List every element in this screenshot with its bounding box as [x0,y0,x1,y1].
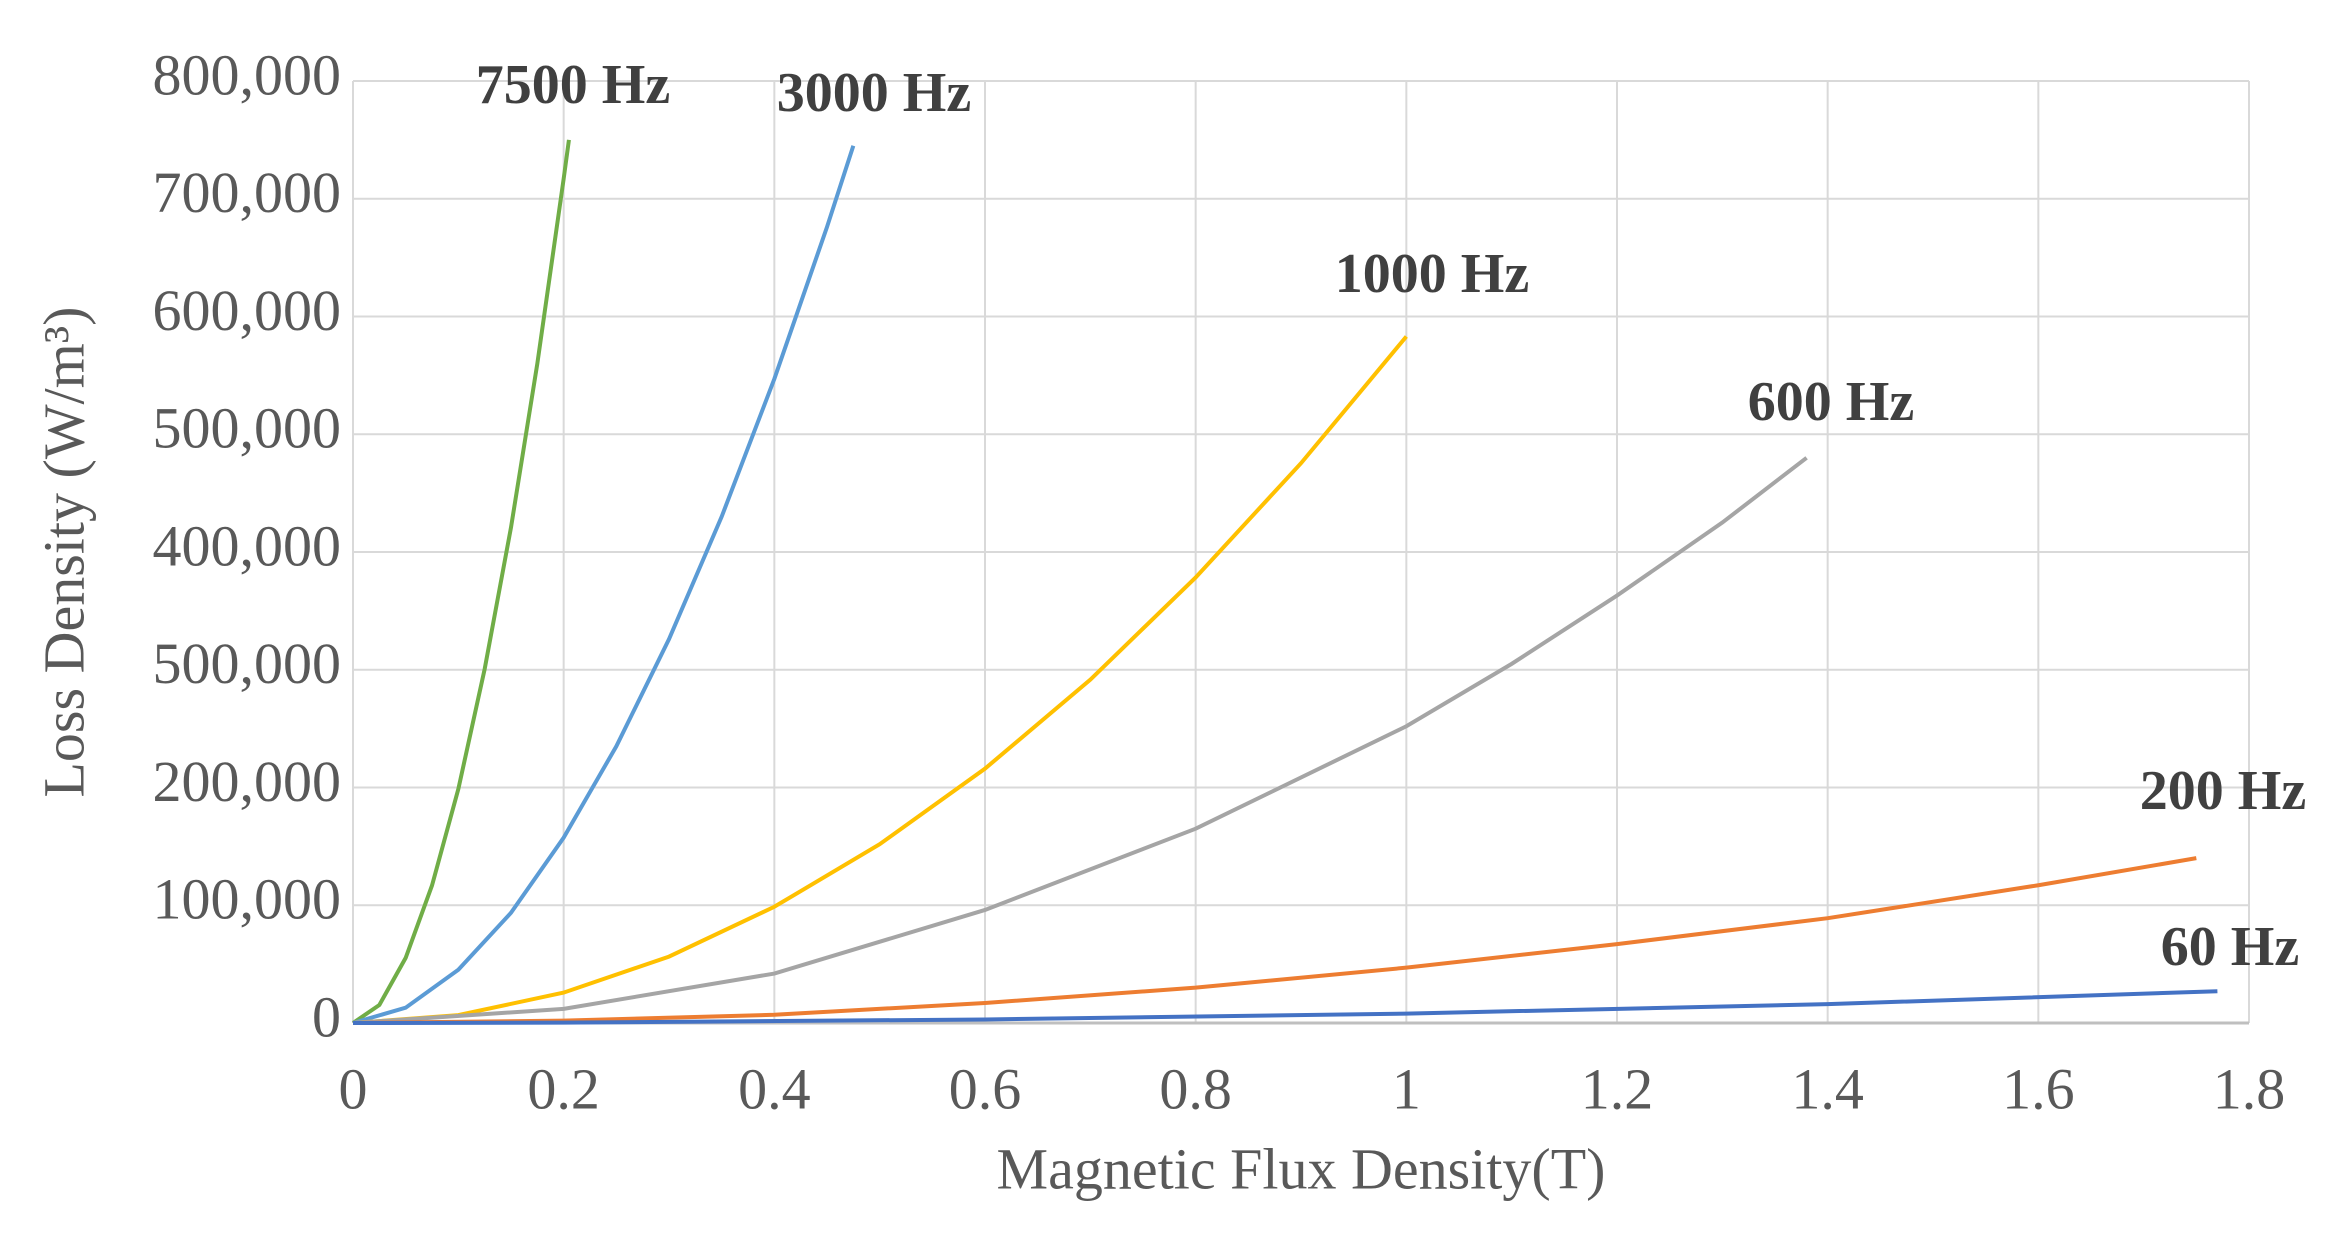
x-tick-label: 0.4 [738,1056,811,1121]
y-tick-label: 500,000 [153,631,342,696]
series-label: 200 Hz [2140,760,2306,822]
x-tick-label: 0.8 [1159,1056,1232,1121]
series-label: 1000 Hz [1335,243,1529,305]
y-tick-label: 0 [312,984,341,1049]
y-tick-label: 800,000 [153,42,342,107]
x-tick-label: 1.6 [2002,1056,2075,1121]
x-tick-label: 1.4 [1791,1056,1864,1121]
series-line [351,139,571,1025]
x-tick-label: 1.2 [1581,1056,1654,1121]
series-label: 60 Hz [2161,916,2299,978]
series-label: 7500 Hz [476,54,670,116]
x-tick-label: 0.2 [527,1056,600,1121]
y-axis-label: Loss Density (W/m³) [31,307,96,798]
series-label: 600 Hz [1748,371,1914,433]
y-tick-label: 200,000 [153,749,342,814]
series-line [352,145,856,1025]
x-tick-label: 0.6 [949,1056,1022,1121]
y-tick-label: 400,000 [153,513,342,578]
series-line [352,989,2218,1025]
y-tick-label: 700,000 [153,160,342,225]
series-label: 3000 Hz [777,62,971,124]
series-line [352,856,2197,1025]
y-tick-label: 600,000 [153,278,342,343]
series-line [352,456,1808,1025]
x-tick-label: 1 [1392,1056,1421,1121]
x-tick-label: 0 [339,1056,368,1121]
y-tick-label: 500,000 [153,396,342,461]
y-tick-label: 100,000 [153,867,342,932]
series-line [352,335,1408,1025]
x-axis-label: Magnetic Flux Density(T) [997,1136,1606,1201]
x-tick-label: 1.8 [2213,1056,2286,1121]
